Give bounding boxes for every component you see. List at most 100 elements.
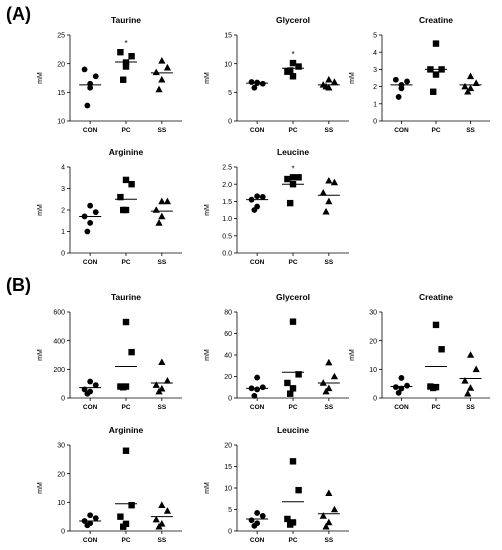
data-point bbox=[84, 390, 91, 397]
data-point bbox=[84, 228, 91, 235]
y-tick-label: 25 bbox=[57, 33, 65, 40]
x-tick-label: PC bbox=[431, 404, 440, 411]
data-point bbox=[152, 381, 160, 388]
y-axis-label: mM bbox=[37, 482, 44, 494]
y-tick-label: 20 bbox=[57, 471, 65, 478]
data-point bbox=[330, 78, 339, 85]
x-tick-label: SS bbox=[325, 404, 334, 411]
data-point bbox=[322, 522, 330, 530]
data-point bbox=[404, 382, 410, 389]
data-point bbox=[158, 197, 166, 205]
data-point bbox=[472, 365, 480, 373]
subplot-title: Creatine bbox=[419, 292, 453, 302]
data-point bbox=[128, 53, 135, 60]
data-point bbox=[155, 85, 163, 93]
y-tick-label: 3 bbox=[373, 67, 377, 74]
data-point bbox=[295, 63, 302, 70]
data-point bbox=[289, 458, 297, 465]
subplot-title: Leucine bbox=[277, 425, 309, 435]
x-tick-label: SS bbox=[466, 127, 475, 134]
data-point bbox=[325, 75, 333, 83]
data-point bbox=[466, 351, 475, 358]
x-tick-label: PC bbox=[431, 127, 440, 134]
data-point bbox=[122, 318, 130, 326]
x-tick-label: SS bbox=[158, 404, 167, 411]
x-tick-label: SS bbox=[325, 259, 334, 266]
data-point bbox=[158, 57, 166, 64]
data-point bbox=[158, 358, 166, 365]
subplot-taurine-b: Taurine 0 200 400 600 mM CON PC SS bbox=[37, 292, 182, 411]
significance-marker: * bbox=[291, 164, 294, 173]
significance-marker: * bbox=[124, 39, 127, 48]
data-point bbox=[295, 486, 302, 494]
data-point bbox=[155, 219, 163, 226]
x-tick-label: PC bbox=[121, 537, 130, 544]
data-point bbox=[430, 384, 437, 392]
data-point bbox=[122, 63, 130, 70]
x-tick-label: PC bbox=[121, 127, 130, 134]
x-tick-label: SS bbox=[466, 404, 475, 411]
y-axis-label: mM bbox=[37, 349, 44, 361]
y-tick-label: 10 bbox=[369, 367, 377, 374]
data-point bbox=[325, 176, 333, 184]
data-point bbox=[120, 206, 127, 214]
data-point bbox=[84, 102, 91, 109]
y-tick-label: 0 bbox=[228, 529, 232, 536]
data-point bbox=[464, 389, 472, 397]
data-point bbox=[289, 385, 297, 392]
x-tick-label: SS bbox=[325, 127, 334, 134]
data-point bbox=[325, 489, 333, 496]
y-tick-label: 0 bbox=[61, 396, 65, 403]
data-point bbox=[92, 382, 99, 388]
subplot-title: Leucine bbox=[277, 147, 309, 157]
y-tick-label: 10 bbox=[57, 119, 65, 126]
data-point bbox=[259, 384, 266, 391]
data-point bbox=[398, 85, 405, 92]
data-point bbox=[259, 194, 266, 200]
y-tick-label: 2.0 bbox=[222, 182, 232, 189]
y-tick-label: 1.0 bbox=[222, 216, 232, 223]
x-tick-label: PC bbox=[288, 127, 297, 134]
data-point bbox=[284, 515, 291, 523]
y-tick-label: 0 bbox=[373, 396, 377, 403]
y-tick-label: 1.5 bbox=[222, 199, 232, 206]
data-point bbox=[122, 59, 130, 66]
x-tick-label: CON bbox=[83, 404, 98, 411]
data-point bbox=[120, 384, 127, 391]
x-tick-label: PC bbox=[121, 404, 130, 411]
x-tick-label: CON bbox=[394, 404, 409, 411]
y-axis-label: mM bbox=[349, 349, 356, 361]
data-point bbox=[295, 174, 302, 181]
x-tick-label: SS bbox=[158, 259, 167, 266]
data-point bbox=[289, 318, 297, 325]
data-point bbox=[92, 73, 99, 80]
significance-marker: * bbox=[291, 50, 294, 59]
subplot-leucine-b: Leucine 0 5 10 15 20 mM CON PC SS bbox=[204, 425, 349, 544]
data-point bbox=[158, 212, 166, 220]
data-point bbox=[254, 193, 261, 200]
data-point bbox=[322, 207, 330, 215]
y-axis-label: mM bbox=[349, 72, 356, 84]
x-tick-label: SS bbox=[158, 127, 167, 134]
y-tick-label: 200 bbox=[53, 367, 65, 374]
x-tick-label: SS bbox=[325, 537, 334, 544]
data-point bbox=[248, 79, 255, 85]
data-point bbox=[325, 518, 333, 526]
y-axis-label: mM bbox=[204, 204, 211, 216]
x-tick-label: CON bbox=[394, 127, 409, 134]
data-point bbox=[87, 202, 94, 209]
y-tick-label: 600 bbox=[53, 310, 65, 317]
x-tick-label: CON bbox=[83, 259, 98, 266]
data-point bbox=[259, 80, 266, 87]
data-point bbox=[251, 84, 258, 91]
subplot-title: Glycerol bbox=[276, 292, 310, 302]
data-point bbox=[395, 94, 402, 100]
data-point bbox=[330, 178, 339, 186]
data-point bbox=[84, 522, 91, 529]
data-point bbox=[472, 79, 480, 86]
data-point bbox=[322, 387, 330, 395]
subplot-title: Creatine bbox=[419, 15, 453, 25]
data-point bbox=[392, 76, 399, 83]
data-point bbox=[330, 505, 339, 513]
